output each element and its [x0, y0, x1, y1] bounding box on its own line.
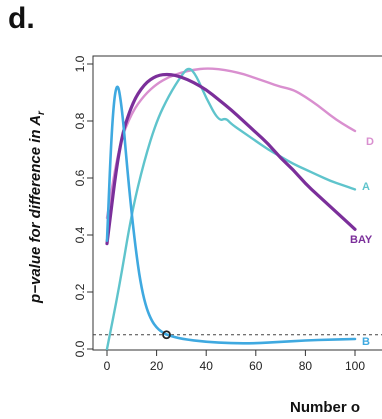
series-line-a: [105, 67, 357, 351]
series-label-d: D: [366, 136, 374, 148]
y-tick-label: 0.0: [73, 340, 87, 357]
axes: 0 20 40 60 80 100 0.0 0.2 0.4 0.6 0.8 1.0 p−value fo…: [27, 55, 382, 416]
panel-label: d.: [8, 2, 35, 35]
x-tick-label: 40: [200, 359, 214, 373]
series-line-b: [105, 85, 357, 345]
x-tick-label: 60: [249, 359, 263, 373]
series-label-a: A: [362, 181, 370, 193]
plot-frame: [92, 55, 382, 351]
y-axis-title: p−value for difference in Ar: [27, 110, 47, 304]
threshold-crossing-marker: [162, 330, 171, 340]
series-label-b: B: [362, 336, 370, 348]
x-tick-label: 100: [345, 359, 365, 373]
y-tick-label: 1.0: [73, 55, 87, 72]
y-axis-title-subscript: r: [36, 110, 47, 115]
series-label-bay: BAY: [350, 234, 373, 246]
series-line-d: [105, 67, 357, 220]
y-tick-label: 0.6: [73, 169, 87, 186]
series-lines: [105, 67, 357, 351]
x-tick-label: 20: [150, 359, 164, 373]
x-tick-label: 80: [299, 359, 313, 373]
series-labels: D A BAY B: [350, 136, 374, 348]
y-tick-label: 0.4: [73, 226, 87, 243]
x-tick-label: 0: [104, 359, 111, 373]
x-axis-title: Number o: [290, 399, 360, 416]
y-tick-label: 0.8: [73, 112, 87, 129]
series-line-bay: [105, 72, 357, 246]
y-tick-label: 0.2: [73, 283, 87, 300]
